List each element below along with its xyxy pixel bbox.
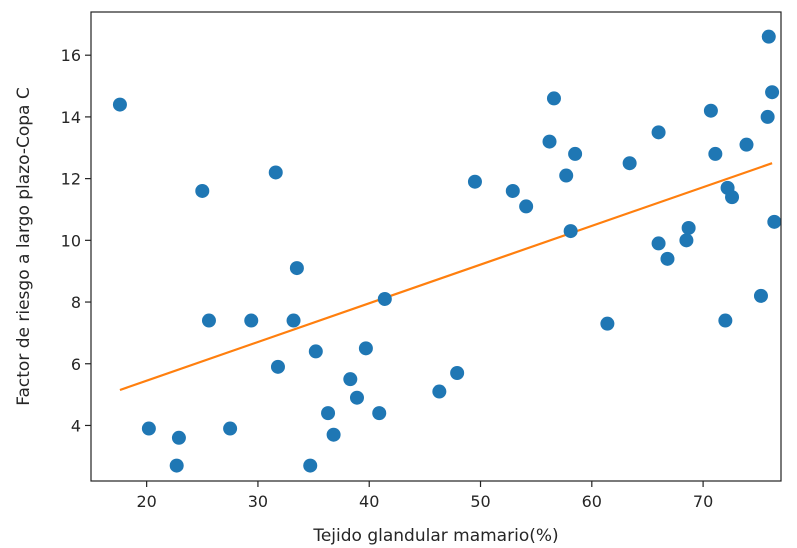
scatter-point xyxy=(268,165,283,180)
regression-line xyxy=(119,162,773,392)
scatter-point xyxy=(343,372,358,387)
scatter-point xyxy=(372,406,387,421)
scatter-point xyxy=(321,406,336,421)
scatter-point xyxy=(765,85,780,100)
y-tick-label: 14 xyxy=(61,108,81,127)
scatter-point xyxy=(289,261,304,276)
scatter-point xyxy=(270,359,285,374)
scatter-point xyxy=(546,91,561,106)
scatter-point xyxy=(767,214,782,229)
axes-layer: 20 30 40 50 60 70 4 6 8 10 12 14 16 xyxy=(61,11,782,511)
x-axis-label: Tejido glandular mamario(%) xyxy=(312,526,558,546)
scatter-point xyxy=(505,183,520,198)
scatter-point xyxy=(622,156,637,171)
scatter-point xyxy=(739,137,754,152)
x-tick-label: 70 xyxy=(693,492,713,511)
y-tick-label: 4 xyxy=(71,416,81,435)
scatter-point xyxy=(112,97,127,112)
scatter-point xyxy=(244,313,259,328)
scatter-point xyxy=(753,288,768,303)
scatter-point xyxy=(308,344,323,359)
y-tick-label: 16 xyxy=(61,46,81,65)
scatter-point xyxy=(542,134,557,149)
scatter-point xyxy=(141,421,156,436)
plot-area xyxy=(91,12,781,481)
scatter-point xyxy=(519,199,534,214)
scatter-point xyxy=(349,390,364,405)
points-layer xyxy=(112,29,782,473)
scatter-point xyxy=(432,384,447,399)
scatter-point xyxy=(171,430,186,445)
x-tick-label: 50 xyxy=(470,492,490,511)
y-tick-label: 8 xyxy=(71,293,81,312)
scatter-point xyxy=(358,341,373,356)
scatter-point xyxy=(760,109,775,124)
scatter-point xyxy=(450,366,465,381)
scatter-point xyxy=(681,220,696,235)
scatter-point xyxy=(660,251,675,266)
fit-line-layer xyxy=(119,162,773,392)
y-tick-label: 6 xyxy=(71,355,81,374)
scatter-point xyxy=(559,168,574,183)
plot-background xyxy=(91,12,781,481)
scatter-point xyxy=(568,146,583,161)
y-axis-label: Factor de riesgo a largo plazo-Copa C xyxy=(14,87,34,405)
x-tick-label: 60 xyxy=(582,492,602,511)
axes-frame xyxy=(90,11,782,482)
scatter-point xyxy=(718,313,733,328)
scatter-point xyxy=(377,291,392,306)
x-tick-label: 30 xyxy=(248,492,268,511)
scatter-point xyxy=(761,29,776,44)
scatter-point xyxy=(303,458,318,473)
scatter-point xyxy=(651,236,666,251)
x-tick-label: 40 xyxy=(359,492,379,511)
scatter-point xyxy=(703,103,718,118)
scatter-point xyxy=(725,190,740,205)
scatter-point xyxy=(600,316,615,331)
scatter-point xyxy=(286,313,301,328)
y-tick-label: 10 xyxy=(61,231,81,250)
scatter-point xyxy=(563,224,578,239)
scatter-point xyxy=(326,427,341,442)
scatter-point xyxy=(467,174,482,189)
scatter-point xyxy=(651,125,666,140)
scatter-point xyxy=(679,233,694,248)
x-tick-label: 20 xyxy=(136,492,156,511)
scatter-point xyxy=(201,313,216,328)
scatter-point xyxy=(708,146,723,161)
scatter-point xyxy=(195,183,210,198)
scatter-point xyxy=(223,421,238,436)
y-tick-label: 12 xyxy=(61,170,81,189)
scatter-point xyxy=(169,458,184,473)
